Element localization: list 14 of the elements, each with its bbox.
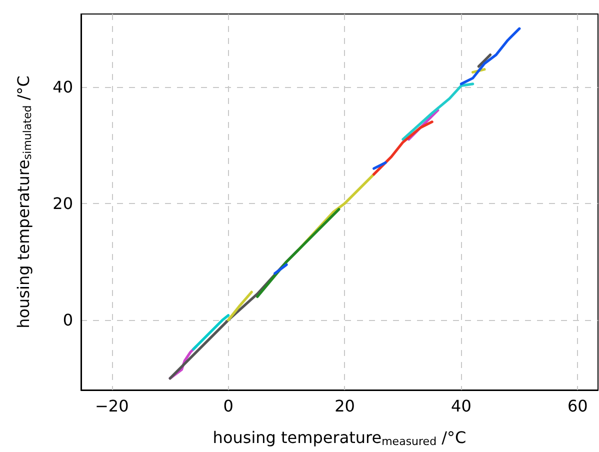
- line-series: [402, 82, 474, 141]
- line-series: [372, 120, 434, 176]
- x-tick-label: 40: [451, 396, 472, 416]
- y-tick-label: 40: [52, 77, 73, 96]
- line-series: [256, 208, 340, 298]
- x-tick-label: 60: [567, 396, 588, 416]
- y-tick-label: 0: [62, 310, 73, 330]
- y-axis-title: housing temperaturesimulated /°C: [14, 76, 34, 328]
- line-series: [192, 314, 230, 350]
- line-series: [460, 27, 521, 86]
- x-tick-label: −20: [94, 396, 129, 416]
- x-tick-label: 0: [223, 396, 234, 416]
- y-tick-label: 20: [52, 194, 73, 213]
- x-tick-label: 20: [334, 396, 355, 416]
